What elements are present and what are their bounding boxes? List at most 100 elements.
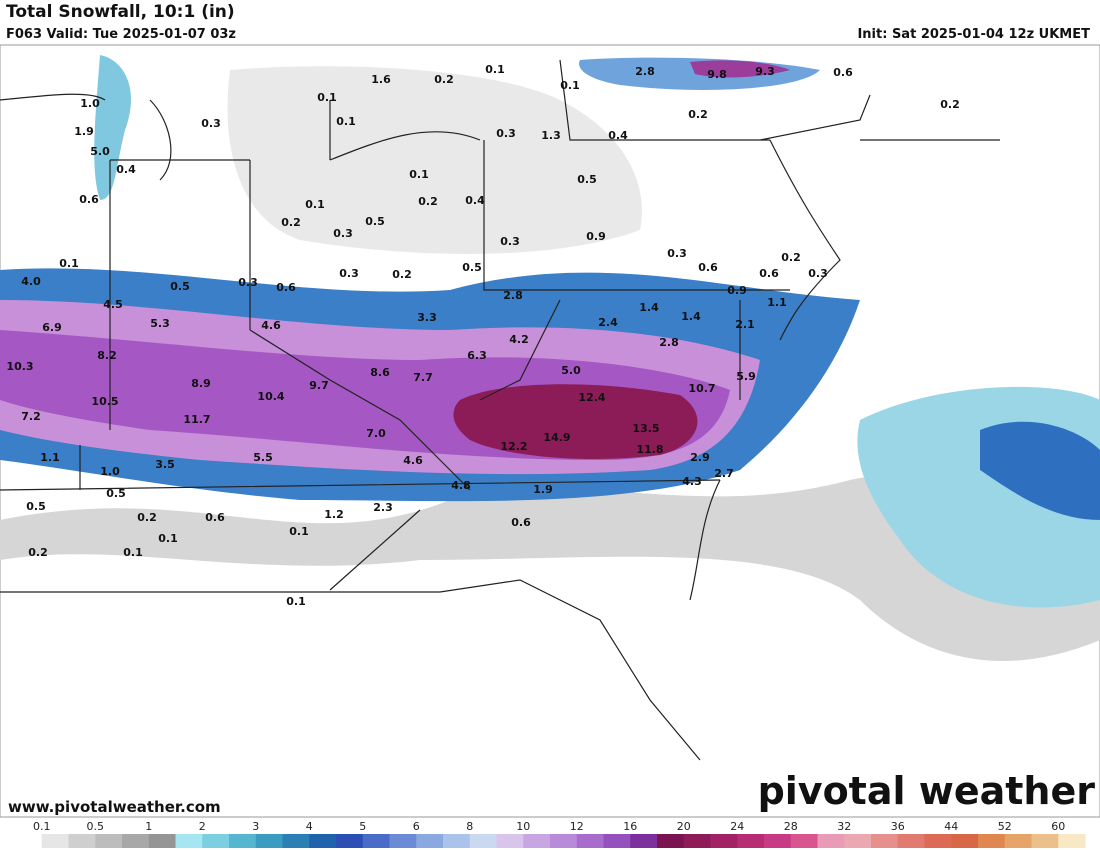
snowfall-label: 0.2 (28, 546, 48, 559)
snowfall-label: 0.6 (833, 66, 853, 79)
colorbar-cell (576, 834, 604, 848)
snowfall-label: 4.5 (103, 298, 123, 311)
snowfall-label: 1.6 (371, 73, 391, 86)
snowfall-label: 0.1 (560, 79, 580, 92)
snowfall-label: 0.2 (392, 268, 412, 281)
snowfall-label: 12.4 (578, 391, 605, 404)
valid-time: F063 Valid: Tue 2025-01-07 03z (6, 27, 236, 42)
snowfall-label: 4.8 (451, 479, 471, 492)
snowfall-label: 10.4 (257, 390, 284, 403)
snowfall-label: 5.3 (150, 317, 170, 330)
colorbar-cell (1058, 834, 1086, 848)
snowfall-label: 0.3 (667, 247, 687, 260)
snowfall-label: 2.8 (635, 65, 655, 78)
snowfall-label: 0.2 (434, 73, 454, 86)
colorbar-label: 1 (145, 820, 152, 833)
colorbar-cell (443, 834, 471, 848)
colorbar-cell (95, 834, 123, 848)
colorbar-label: 5 (359, 820, 366, 833)
snowfall-label: 4.6 (403, 454, 423, 467)
colorbar-cell (1004, 834, 1032, 848)
colorbar-cell (175, 834, 203, 848)
colorbar-cell (148, 834, 176, 848)
map-title: Total Snowfall, 10:1 (in) (6, 2, 235, 22)
snowfall-label: 2.3 (373, 501, 393, 514)
colorbar-cell (362, 834, 390, 848)
snowfall-label: 2.9 (690, 451, 710, 464)
colorbar-cell (255, 834, 283, 848)
colorbar-cell (817, 834, 845, 848)
snowfall-label: 6.9 (42, 321, 62, 334)
snowfall-label: 3.5 (155, 458, 175, 471)
snowfall-label: 7.0 (366, 427, 386, 440)
snowfall-label: 0.3 (808, 267, 828, 280)
snowfall-label: 0.9 (586, 230, 606, 243)
snowfall-label: 10.5 (91, 395, 118, 408)
colorbar-cell (496, 834, 524, 848)
colorbar-label: 8 (466, 820, 473, 833)
colorbar-cell (710, 834, 738, 848)
snowfall-label: 0.5 (106, 487, 126, 500)
snowfall-label: 0.1 (123, 546, 143, 559)
colorbar-cell (550, 834, 578, 848)
snowfall-label: 0.9 (727, 284, 747, 297)
snowfall-labels: 1.6 0.20.1 2.8 9.8 9.3 0.60.10.21.0 0.10.3 0.11… (6, 63, 959, 608)
snowfall-label: 12.2 (500, 440, 527, 453)
snowfall-label: 0.1 (286, 595, 306, 608)
colorbar-cell (924, 834, 952, 848)
snowfall-label: 0.6 (205, 511, 225, 524)
colorbar-label: 12 (570, 820, 584, 833)
snowfall-label: 14.9 (543, 431, 570, 444)
colorbar-cell (336, 834, 364, 848)
snowfall-label: 0.1 (289, 525, 309, 538)
snowfall-label: 7.2 (21, 410, 41, 423)
colorbar-label: 3 (252, 820, 259, 833)
snowfall-label: 0.6 (79, 193, 99, 206)
colorbar-cell (282, 834, 310, 848)
snowfall-label: 0.1 (317, 91, 337, 104)
snowfall-label: 1.0 (80, 97, 100, 110)
snowfall-label: 0.5 (170, 280, 190, 293)
snowfall-label: 5.9 (736, 370, 756, 383)
colorbar-cell (951, 834, 979, 848)
colorbar-cell (523, 834, 551, 848)
snowfall-label: 1.4 (639, 301, 659, 314)
snowfall-label: 0.1 (409, 168, 429, 181)
snowfall-label: 0.5 (577, 173, 597, 186)
snowfall-label: 0.5 (365, 215, 385, 228)
colorbar-cell (897, 834, 925, 848)
state-boundaries (0, 59, 1000, 761)
colorbar-cell (603, 834, 631, 848)
snowfall-label: 1.0 (100, 465, 120, 478)
snowfall-label: 7.7 (413, 371, 433, 384)
colorbar-cell (871, 834, 899, 848)
colorbar-label: 52 (998, 820, 1012, 833)
colorbar-cell (15, 834, 43, 848)
snowfall-label: 0.6 (698, 261, 718, 274)
snowfall-label: 0.1 (485, 63, 505, 76)
colorbar-label: 6 (413, 820, 420, 833)
colorbar-label: 60 (1051, 820, 1065, 833)
colorbar-cell (469, 834, 497, 848)
snowfall-label: 0.2 (940, 98, 960, 111)
colorbar-label: 16 (623, 820, 637, 833)
colorbar-cell (309, 834, 337, 848)
snowfall-label: 0.2 (781, 251, 801, 264)
snowfall-label: 0.1 (158, 532, 178, 545)
snowfall-label: 0.2 (281, 216, 301, 229)
snowfall-label: 0.3 (238, 276, 258, 289)
snowfall-label: 0.2 (688, 108, 708, 121)
snowfall-label: 5.0 (90, 145, 110, 158)
snowfall-label: 1.9 (74, 125, 94, 138)
snowfall-label: 0.4 (608, 129, 628, 142)
snowfall-label: 0.6 (276, 281, 296, 294)
snowfall-label: 1.2 (324, 508, 344, 521)
snowfall-label: 0.4 (465, 194, 485, 207)
snowfall-label: 0.4 (116, 163, 136, 176)
colorbar-label: 4 (306, 820, 313, 833)
snowfall-label: 0.2 (418, 195, 438, 208)
snowfall-label: 5.0 (561, 364, 581, 377)
snowfall-label: 0.1 (336, 115, 356, 128)
